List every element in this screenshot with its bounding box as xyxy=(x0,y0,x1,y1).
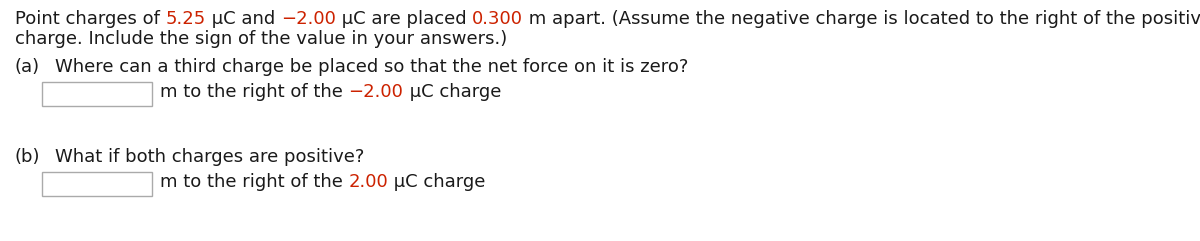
Text: m apart. (Assume the negative charge is located to the right of the positive: m apart. (Assume the negative charge is … xyxy=(523,10,1200,28)
FancyBboxPatch shape xyxy=(42,82,152,106)
Text: 2.00: 2.00 xyxy=(349,173,389,191)
Text: What if both charges are positive?: What if both charges are positive? xyxy=(55,148,365,166)
Text: Point charges of: Point charges of xyxy=(14,10,166,28)
Text: −2.00: −2.00 xyxy=(281,10,336,28)
Text: charge. Include the sign of the value in your answers.): charge. Include the sign of the value in… xyxy=(14,30,508,48)
Text: m to the right of the: m to the right of the xyxy=(160,83,349,101)
Text: (b): (b) xyxy=(14,148,41,166)
Text: 0.300: 0.300 xyxy=(472,10,523,28)
Text: μC are placed: μC are placed xyxy=(336,10,472,28)
Text: m to the right of the: m to the right of the xyxy=(160,173,349,191)
Text: −2.00: −2.00 xyxy=(349,83,403,101)
FancyBboxPatch shape xyxy=(42,172,152,196)
Text: μC charge: μC charge xyxy=(389,173,486,191)
Text: μC and: μC and xyxy=(206,10,281,28)
Text: 5.25: 5.25 xyxy=(166,10,206,28)
Text: Where can a third charge be placed so that the net force on it is zero?: Where can a third charge be placed so th… xyxy=(55,58,689,76)
Text: (a): (a) xyxy=(14,58,40,76)
Text: μC charge: μC charge xyxy=(403,83,500,101)
